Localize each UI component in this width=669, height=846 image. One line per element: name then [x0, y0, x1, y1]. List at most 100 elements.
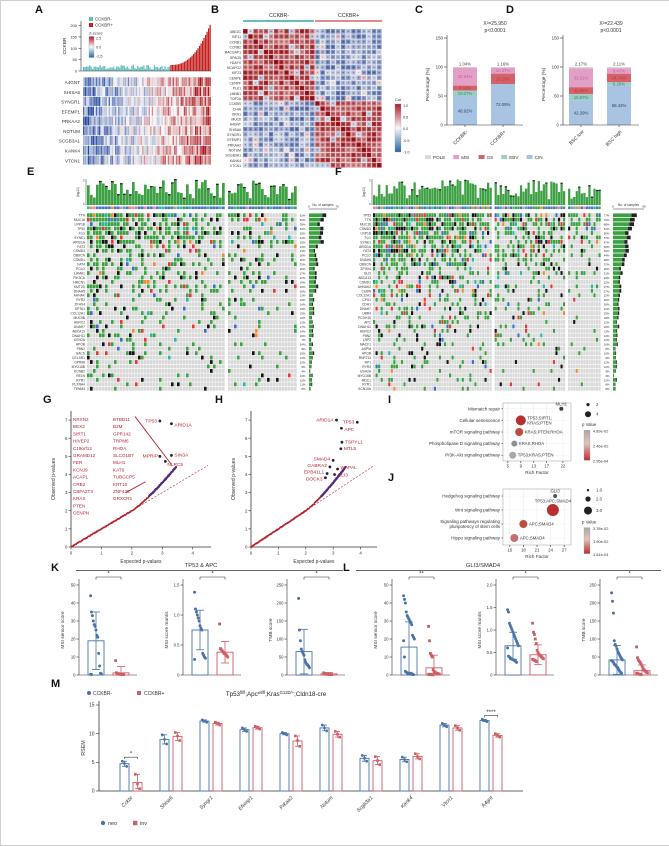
svg-text:LAMA1: LAMA1: [74, 271, 85, 275]
svg-text:0: 0: [75, 69, 78, 74]
svg-text:CCKBR+: CCKBR+: [95, 23, 113, 28]
svg-text:39%: 39%: [300, 223, 306, 227]
svg-text:68.42%: 68.42%: [612, 103, 627, 108]
svg-text:33%: 33%: [300, 263, 306, 267]
svg-text:VTCN1: VTCN1: [230, 164, 241, 168]
svg-text:10.47%: 10.47%: [496, 68, 511, 73]
svg-text:PRKAA2: PRKAA2: [62, 119, 81, 124]
svg-text:NCAPG2: NCAPG2: [227, 66, 241, 70]
svg-text:RYR2: RYR2: [76, 298, 85, 302]
svg-text:18.28%: 18.28%: [496, 76, 511, 81]
svg-text:KANK4: KANK4: [65, 148, 81, 153]
svg-text:CELSR1: CELSR1: [72, 356, 85, 360]
svg-text:AHNAK: AHNAK: [74, 294, 86, 298]
svg-text:A4GNT: A4GNT: [65, 80, 81, 85]
svg-text:CCKBR+: CCKBR+: [489, 129, 507, 147]
svg-text:100: 100: [70, 46, 77, 51]
svg-text:CENPF: CENPF: [230, 82, 242, 86]
panel-a-expression-heatmap: 050100150200CCKBRCCKBR-CCKBR+Z-score2.50…: [37, 13, 215, 169]
svg-text:150: 150: [436, 36, 444, 41]
svg-text:CIN: CIN: [535, 155, 543, 160]
svg-text:150: 150: [70, 34, 77, 39]
svg-text:BSC high: BSC high: [605, 129, 624, 148]
svg-text:UBE2C: UBE2C: [230, 30, 242, 34]
svg-text:27%: 27%: [300, 276, 306, 280]
svg-text:9%: 9%: [301, 347, 306, 351]
svg-text:GKN1: GKN1: [232, 112, 241, 116]
svg-text:16%: 16%: [300, 334, 306, 338]
svg-text:20%: 20%: [300, 267, 306, 271]
svg-text:OBSCN: OBSCN: [73, 254, 85, 258]
svg-text:150: 150: [552, 36, 560, 41]
svg-text:17%: 17%: [300, 325, 306, 329]
svg-text:NOTUM: NOTUM: [63, 129, 80, 134]
svg-text:10%: 10%: [300, 316, 306, 320]
svg-text:HERC2: HERC2: [74, 320, 85, 324]
svg-text:9.47%: 9.47%: [613, 69, 625, 74]
svg-text:MUC16: MUC16: [74, 218, 85, 222]
svg-text:MSI: MSI: [461, 155, 469, 160]
svg-text:100: 100: [552, 65, 560, 70]
svg-text:Percentage (%): Percentage (%): [541, 67, 547, 101]
svg-text:NOTUM: NOTUM: [229, 148, 242, 152]
svg-text:CCKBR+: CCKBR+: [338, 13, 359, 19]
svg-text:13%: 13%: [300, 294, 306, 298]
svg-text:0.0: 0.0: [96, 46, 101, 50]
svg-text:LMNB1: LMNB1: [230, 92, 241, 96]
svg-text:CCKBR-: CCKBR-: [269, 13, 289, 19]
svg-text:10.07%: 10.07%: [458, 91, 473, 96]
svg-text:51%: 51%: [300, 227, 306, 231]
svg-text:2.5: 2.5: [96, 37, 101, 41]
svg-text:PLK1: PLK1: [233, 87, 241, 91]
svg-text:EFEMP1: EFEMP1: [62, 109, 81, 114]
svg-text:FLG: FLG: [79, 231, 86, 235]
svg-text:50: 50: [438, 94, 443, 99]
svg-text:FAT3: FAT3: [77, 245, 85, 249]
svg-text:1.04%: 1.04%: [459, 62, 471, 67]
svg-text:H2AFX: H2AFX: [230, 61, 242, 65]
svg-text:30.94%: 30.94%: [458, 74, 473, 79]
svg-text:MUC5B: MUC5B: [73, 316, 85, 320]
svg-text:LRP1B: LRP1B: [75, 223, 86, 227]
svg-text:50%: 50%: [300, 231, 306, 235]
svg-text:2.17%: 2.17%: [575, 62, 587, 67]
svg-text:10.87%: 10.87%: [574, 95, 589, 100]
svg-text:5.26%: 5.26%: [613, 81, 625, 86]
svg-text:SYNGR1: SYNGR1: [61, 100, 80, 105]
svg-text:p<0.0001: p<0.0001: [601, 28, 622, 34]
svg-text:KIF11: KIF11: [232, 35, 241, 39]
svg-text:2.11%: 2.11%: [613, 62, 625, 67]
svg-text:CCKBR-: CCKBR-: [452, 129, 470, 147]
svg-text:X²=22.439: X²=22.439: [599, 21, 622, 27]
svg-text:19%: 19%: [300, 352, 306, 356]
svg-text:CHIA: CHIA: [233, 107, 242, 111]
svg-text:ABCA13: ABCA13: [72, 329, 85, 333]
svg-text:0: 0: [557, 123, 560, 128]
svg-text:53%: 53%: [300, 240, 306, 244]
svg-text:42.39%: 42.39%: [574, 110, 589, 115]
svg-text:SCGB3A1: SCGB3A1: [59, 139, 81, 144]
svg-text:33%: 33%: [300, 285, 306, 289]
svg-text:MUC6: MUC6: [231, 118, 241, 122]
svg-text:KANK4: KANK4: [230, 159, 241, 163]
svg-text:19%: 19%: [300, 298, 306, 302]
svg-text:CCKBR: CCKBR: [229, 102, 241, 106]
svg-text:14%: 14%: [300, 343, 306, 347]
svg-text:BSC low: BSC low: [568, 129, 586, 147]
svg-text:Z-score: Z-score: [89, 31, 103, 36]
svg-text:31%: 31%: [300, 245, 306, 249]
svg-text:EFEMP1: EFEMP1: [227, 138, 241, 142]
svg-text:CCNB1: CCNB1: [230, 40, 242, 44]
svg-text:USH2A: USH2A: [74, 338, 86, 342]
